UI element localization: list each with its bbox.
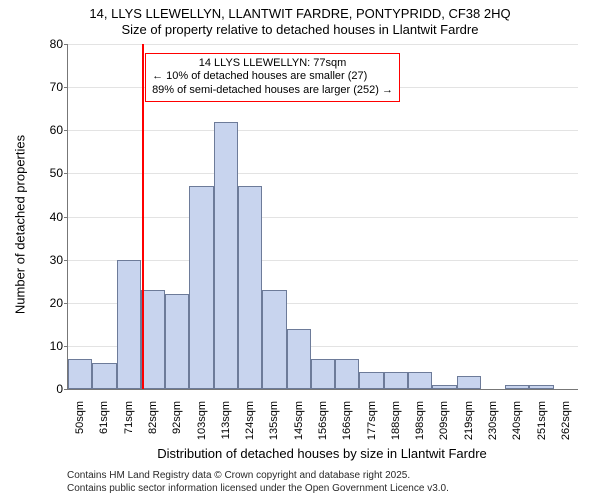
x-tick-label: 219sqm xyxy=(463,395,475,440)
x-tick-label: 198sqm xyxy=(414,395,426,440)
gridline xyxy=(68,44,578,45)
subject-marker-line xyxy=(142,44,144,389)
x-tick-label: 240sqm xyxy=(511,395,523,440)
y-tick-label: 50 xyxy=(50,166,68,180)
x-tick-label: 61sqm xyxy=(98,395,110,434)
histogram-bar xyxy=(189,186,213,389)
histogram-bar xyxy=(335,359,359,389)
annotation-box: 14 LLYS LLEWELLYN: 77sqm← 10% of detache… xyxy=(145,53,400,102)
x-tick-label: 82sqm xyxy=(147,395,159,434)
histogram-bar xyxy=(287,329,311,389)
y-tick-label: 70 xyxy=(50,80,68,94)
x-tick-label: 251sqm xyxy=(536,395,548,440)
x-tick-label: 262sqm xyxy=(560,395,572,440)
y-tick-label: 60 xyxy=(50,123,68,137)
histogram-bar xyxy=(457,376,481,389)
annotation-line-2: ← 10% of detached houses are smaller (27… xyxy=(152,70,393,84)
x-tick-label: 113sqm xyxy=(220,395,232,439)
x-tick-label: 92sqm xyxy=(171,395,183,434)
y-tick-label: 10 xyxy=(50,339,68,353)
histogram-bar xyxy=(238,186,262,389)
gridline xyxy=(68,217,578,218)
y-tick-label: 40 xyxy=(50,210,68,224)
x-tick-label: 124sqm xyxy=(244,395,256,440)
histogram-bar xyxy=(165,294,189,389)
y-tick-label: 20 xyxy=(50,296,68,310)
y-tick-label: 0 xyxy=(56,382,68,396)
histogram-bar xyxy=(384,372,408,389)
annotation-line-1: 14 LLYS LLEWELLYN: 77sqm xyxy=(152,57,393,71)
histogram-bar xyxy=(432,385,456,389)
histogram-bar xyxy=(141,290,165,389)
footer-line-2: Contains public sector information licen… xyxy=(67,483,449,496)
x-tick-label: 209sqm xyxy=(438,395,450,440)
x-tick-label: 50sqm xyxy=(74,395,86,434)
histogram-bar xyxy=(311,359,335,389)
x-tick-label: 156sqm xyxy=(317,395,329,440)
x-tick-label: 71sqm xyxy=(123,395,135,434)
gridline xyxy=(68,260,578,261)
title-line-1: 14, LLYS LLEWELLYN, LLANTWIT FARDRE, PON… xyxy=(0,6,600,22)
histogram-bar xyxy=(68,359,92,389)
gridline xyxy=(68,130,578,131)
x-tick-label: 103sqm xyxy=(196,395,208,440)
y-tick-label: 80 xyxy=(50,37,68,51)
x-tick-label: 135sqm xyxy=(268,395,280,440)
histogram-bar xyxy=(505,385,529,389)
y-axis-label: Number of detached properties xyxy=(13,134,28,313)
histogram-bar xyxy=(214,122,238,389)
footer-attribution: Contains HM Land Registry data © Crown c… xyxy=(67,470,449,495)
histogram-bar xyxy=(408,372,432,389)
gridline xyxy=(68,173,578,174)
title-line-2: Size of property relative to detached ho… xyxy=(0,22,600,38)
histogram-chart: 0102030405060708050sqm61sqm71sqm82sqm92s… xyxy=(67,44,578,390)
x-axis-label: Distribution of detached houses by size … xyxy=(157,446,487,461)
x-tick-label: 145sqm xyxy=(293,395,305,440)
x-tick-label: 188sqm xyxy=(390,395,402,440)
histogram-bar xyxy=(529,385,553,389)
x-tick-label: 177sqm xyxy=(366,395,378,440)
histogram-bar xyxy=(359,372,383,389)
x-tick-label: 230sqm xyxy=(487,395,499,440)
histogram-bar xyxy=(92,363,116,389)
footer-line-1: Contains HM Land Registry data © Crown c… xyxy=(67,470,449,483)
annotation-line-3: 89% of semi-detached houses are larger (… xyxy=(152,84,393,98)
histogram-bar xyxy=(262,290,286,389)
title-block: 14, LLYS LLEWELLYN, LLANTWIT FARDRE, PON… xyxy=(0,0,600,37)
x-tick-label: 166sqm xyxy=(341,395,353,440)
y-tick-label: 30 xyxy=(50,253,68,267)
histogram-bar xyxy=(117,260,141,389)
